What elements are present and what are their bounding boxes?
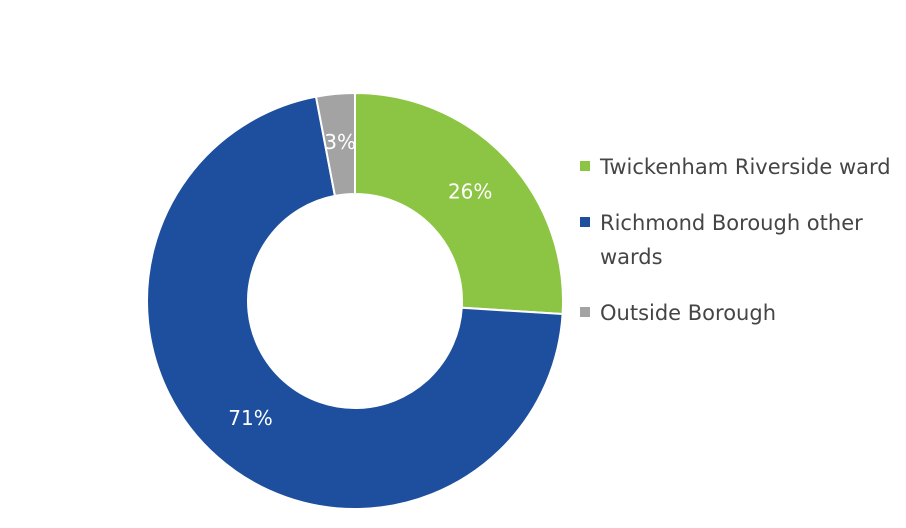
legend-label-twickenham-riverside: Twickenham Riverside ward — [600, 155, 891, 179]
data-label-twickenham-riverside: 26% — [448, 179, 492, 203]
data-label-outside-borough: 3% — [324, 130, 356, 154]
slice-outside-borough — [314, 91, 356, 198]
slice-twickenham-riverside — [354, 91, 564, 316]
legend-marker-outside-borough — [580, 307, 590, 317]
data-label-richmond-other-wards: 71% — [228, 406, 272, 430]
legend-item-outside-borough: Outside Borough — [580, 296, 900, 330]
legend-item-twickenham-riverside: Twickenham Riverside ward — [580, 150, 900, 184]
legend-marker-twickenham-riverside — [580, 161, 590, 171]
slice-richmond-other-wards — [146, 95, 564, 510]
chart-legend: Twickenham Riverside ward Richmond Borou… — [580, 150, 900, 330]
legend-label-richmond-other-wards: Richmond Borough other wards — [600, 211, 863, 269]
legend-item-richmond-other-wards: Richmond Borough other wards — [580, 206, 900, 274]
legend-label-outside-borough: Outside Borough — [600, 301, 776, 325]
legend-marker-richmond-other-wards — [580, 217, 590, 227]
